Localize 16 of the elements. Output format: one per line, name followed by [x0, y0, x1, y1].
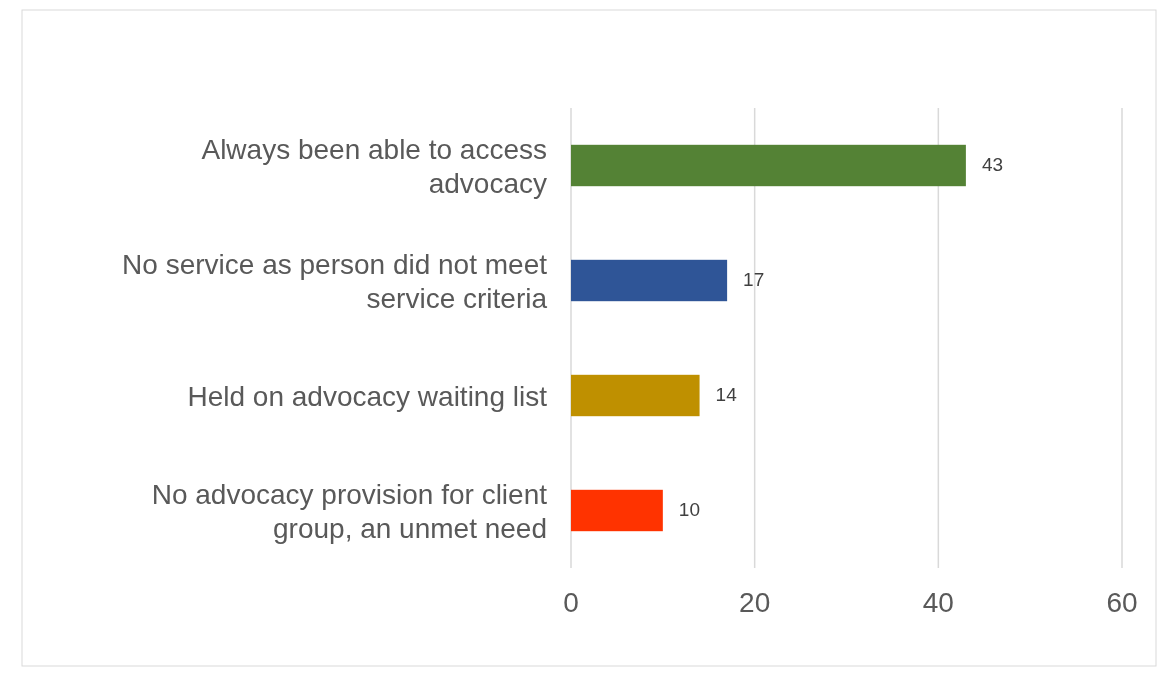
- bar: [571, 489, 663, 532]
- bar: [571, 144, 966, 187]
- x-tick-label: 20: [739, 587, 771, 618]
- data-label: 14: [715, 383, 738, 405]
- y-tick-label: Always been able to access advocacy: [201, 133, 547, 199]
- x-tick-label: 0: [563, 587, 579, 618]
- y-tick-label: No advocacy provision for client group, an unmet need: [151, 478, 548, 544]
- data-label: 17: [743, 268, 765, 290]
- x-tick-label: 40: [922, 587, 954, 618]
- x-tick-label: 60: [1106, 587, 1138, 618]
- data-label: 10: [678, 498, 700, 520]
- bar: [571, 374, 700, 417]
- y-tick-label: Held on advocacy waiting list: [187, 380, 548, 412]
- bar: [571, 259, 728, 302]
- data-label: 43: [981, 153, 1004, 175]
- y-tick-label: No service as person did not meet service criteria: [122, 248, 548, 314]
